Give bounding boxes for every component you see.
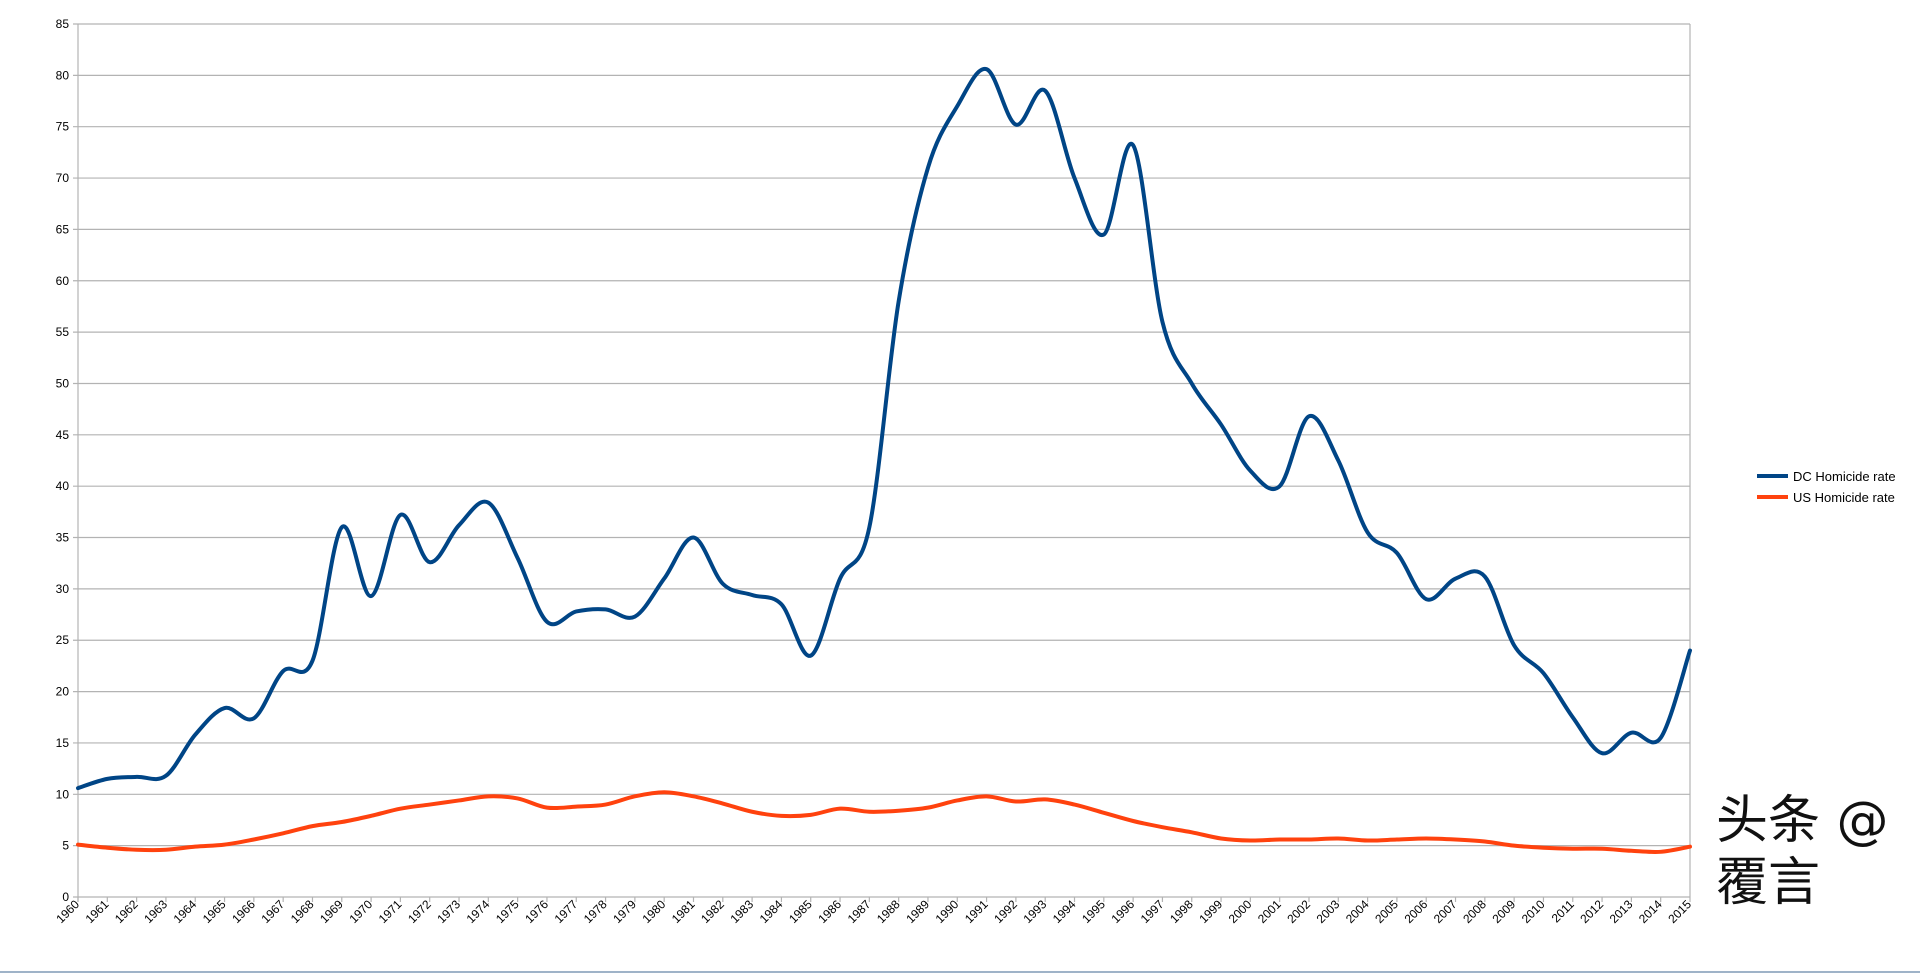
- bottom-border: [0, 971, 1920, 973]
- legend: DC Homicide rate US Homicide rate: [1757, 469, 1896, 505]
- y-tick-label: 45: [56, 428, 70, 442]
- y-tick-label: 60: [56, 274, 70, 288]
- legend-label: US Homicide rate: [1793, 490, 1895, 505]
- y-tick-label: 15: [56, 736, 70, 750]
- y-tick-label: 85: [56, 17, 70, 31]
- y-tick-label: 30: [56, 582, 70, 596]
- y-axis-tick-labels: 0 5 10 15 20 25 30 35 40 45 50 55 60 65 70 75 80 85: [56, 17, 70, 904]
- y-tick-label: 55: [56, 325, 70, 339]
- gridlines: [73, 23, 1691, 902]
- series-lines: [76, 67, 1692, 855]
- y-tick-label: 50: [56, 376, 70, 390]
- y-tick-label: 5: [62, 839, 69, 853]
- y-tick-label: 40: [56, 479, 70, 493]
- x-axis-tick-labels: 1960 1961 1962 1963 1964 1965 1966 1967 1968 1969…: [53, 897, 1694, 926]
- y-tick-label: 65: [56, 222, 70, 236]
- watermark: 头条 @覆言: [1716, 791, 1889, 913]
- y-tick-label: 0: [62, 890, 69, 904]
- y-tick-label: 35: [56, 531, 70, 545]
- y-tick-label: 75: [56, 120, 70, 134]
- y-tick-label: 25: [56, 633, 70, 647]
- y-tick-label: 80: [56, 68, 70, 82]
- y-tick-label: 20: [56, 685, 70, 699]
- series-line-us: [76, 790, 1692, 855]
- series-line-dc: [76, 67, 1692, 791]
- y-tick-label: 70: [56, 171, 70, 185]
- y-tick-label: 10: [56, 787, 70, 801]
- legend-label: DC Homicide rate: [1793, 469, 1896, 484]
